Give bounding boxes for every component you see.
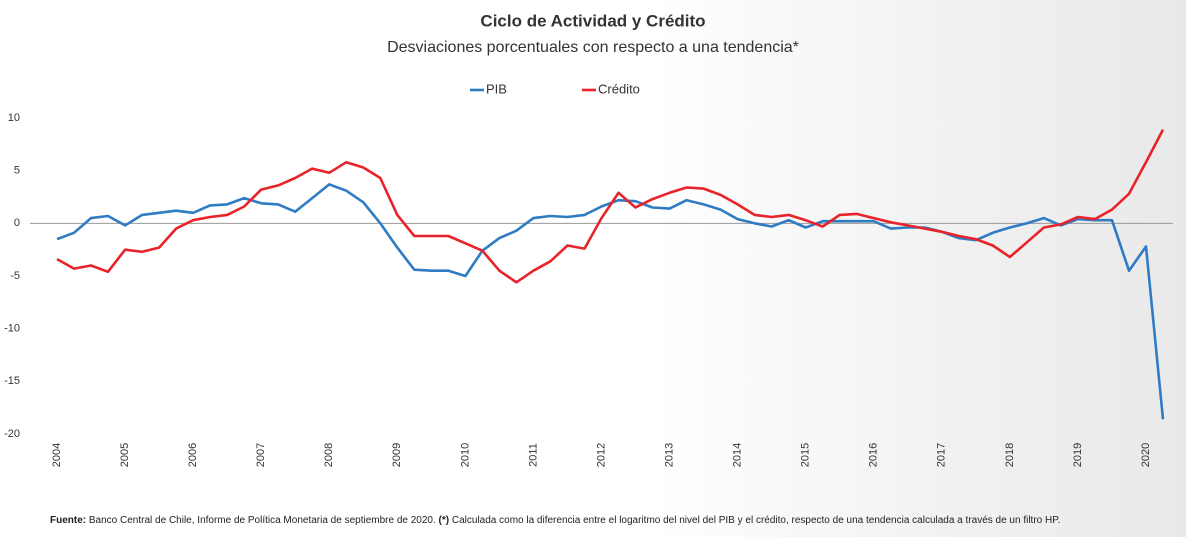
x-tick-label: 2017	[936, 443, 948, 467]
chart-subtitle: Desviaciones porcentuales con respecto a…	[387, 39, 799, 56]
source-label: Fuente:	[50, 515, 87, 526]
x-tick-label: 2015	[800, 443, 812, 467]
x-tick-label: 2012	[595, 443, 607, 467]
legend-label: PIB	[486, 81, 507, 96]
x-tick-label: 2008	[323, 443, 335, 467]
x-tick-label: 2013	[663, 443, 675, 467]
x-tick-label: 2006	[187, 443, 199, 467]
y-tick-label: 0	[14, 217, 20, 229]
x-tick-label: 2011	[527, 443, 539, 467]
y-tick-label: -5	[10, 270, 20, 282]
note-label: (*)	[438, 515, 450, 526]
x-tick-label: 2005	[119, 443, 131, 467]
x-tick-label: 2010	[459, 443, 471, 467]
x-tick-label: 2009	[391, 443, 403, 467]
x-tick-label: 2018	[1004, 443, 1016, 467]
legend-label: Crédito	[598, 81, 640, 96]
x-tick-label: 2014	[732, 443, 744, 467]
source: Banco Central de Chile, Informe de Polít…	[88, 515, 436, 526]
y-tick-label: 5	[14, 165, 20, 177]
x-tick-label: 2016	[868, 443, 880, 467]
y-tick-label: -15	[4, 375, 20, 387]
x-tick-label: 2004	[51, 443, 63, 467]
x-tick-label: 2020	[1140, 443, 1152, 467]
x-tick-label: 2019	[1072, 443, 1084, 467]
y-tick-label: -10	[4, 323, 20, 335]
footnote: Fuente: Banco Central de Chile, Informe …	[50, 514, 1150, 528]
chart-title: Ciclo de Actividad y Crédito	[480, 11, 705, 30]
x-tick-label: 2007	[255, 443, 267, 467]
series-line	[56, 183, 1165, 420]
y-tick-label: -20	[4, 428, 20, 440]
series-line	[56, 128, 1165, 284]
y-tick-label: 10	[8, 112, 20, 124]
note: Calculada como la diferencia entre el lo…	[451, 515, 1061, 526]
